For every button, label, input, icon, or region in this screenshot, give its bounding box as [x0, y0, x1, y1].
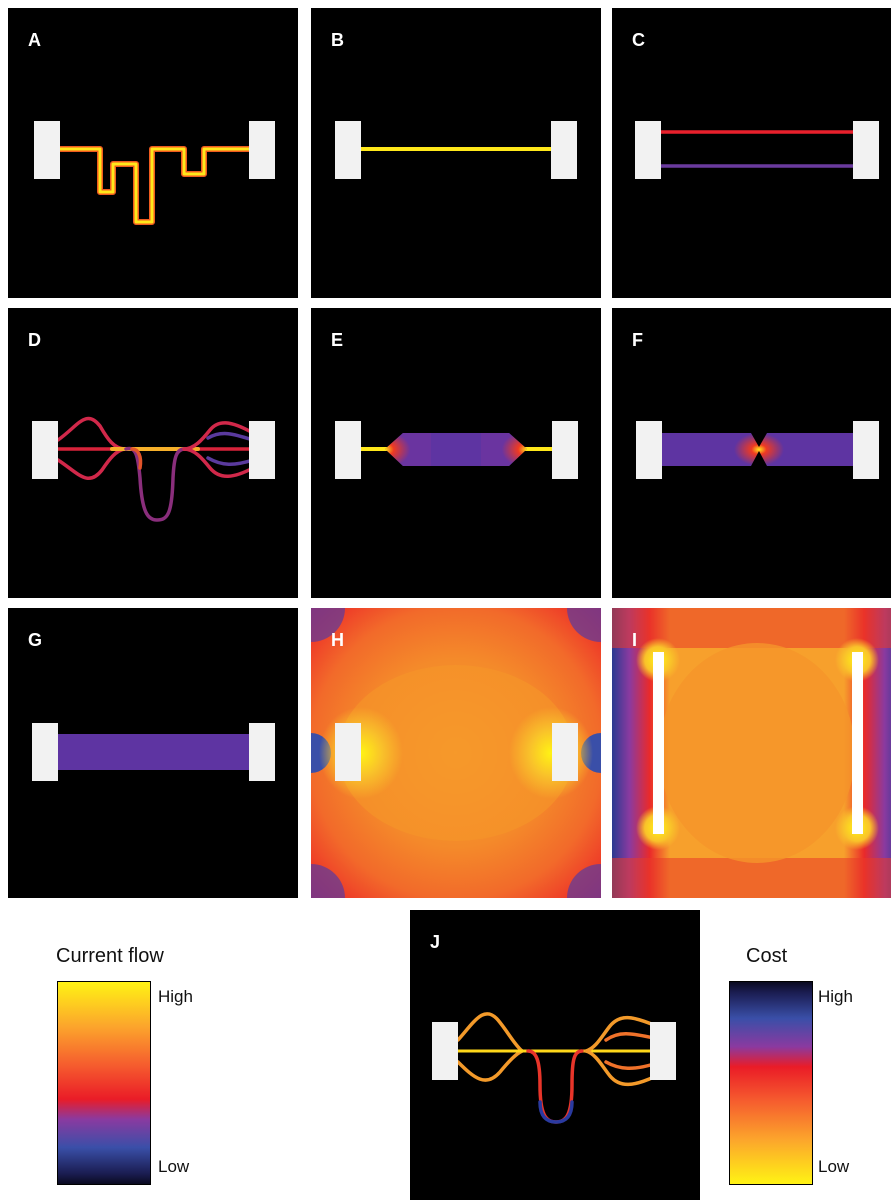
panel-h-corner-tr — [567, 608, 601, 642]
panel-a-graphic — [34, 121, 275, 225]
panel-g-electrode-right — [249, 723, 275, 781]
panel-g-label: G — [28, 630, 43, 650]
panel-j-branch-left-upper — [456, 1012, 524, 1053]
panel-e-hotspot-left — [385, 433, 431, 466]
cost-colorbar — [729, 981, 813, 1185]
panel-b-electrode-right — [551, 121, 577, 179]
panel-a: A — [8, 8, 298, 298]
panel-d-loop-start — [130, 447, 143, 470]
panel-h-core — [338, 665, 574, 841]
panel-d-loop — [124, 446, 188, 522]
current-flow-high-label: High — [158, 987, 193, 1006]
panel-a-label: A — [28, 30, 41, 50]
panel-c-graphic — [635, 121, 879, 179]
panel-i-edge-bottom — [612, 858, 891, 898]
panel-h-graphic — [311, 608, 601, 898]
panel-j-branch-right-1 — [584, 1015, 656, 1053]
panel-j-electrode-right — [650, 1022, 676, 1080]
panel-h-corner-tl — [311, 608, 345, 642]
panel-i: I — [612, 608, 891, 898]
panel-f-graphic — [636, 421, 879, 479]
panel-c-electrode-left — [635, 121, 661, 179]
panel-a-path — [60, 147, 253, 224]
panel-i-electrode-right — [852, 652, 863, 834]
panel-h-electrode-left — [335, 723, 361, 781]
panel-g-graphic — [32, 723, 275, 781]
panel-j-loop-bottom — [538, 1100, 574, 1124]
panel-e-graphic — [335, 421, 578, 479]
panel-d: D — [8, 308, 298, 598]
panel-f-electrode-left — [636, 421, 662, 479]
panel-b-graphic — [335, 121, 577, 179]
panel-h-corner-br — [567, 864, 601, 898]
panel-j-graphic — [432, 1012, 676, 1124]
panel-h-electrode-right — [552, 723, 578, 781]
panel-f-notch-top — [751, 433, 767, 447]
panel-h-hot-right — [509, 707, 593, 799]
panel-e-label: E — [331, 330, 344, 350]
panel-d-branch-left-upper — [56, 416, 126, 451]
panel-e-hotspot-right — [481, 433, 527, 466]
panel-a-electrode-left — [34, 121, 60, 179]
panel-b-label: B — [331, 30, 344, 50]
panel-g-electrode-left — [32, 723, 58, 781]
current-flow-legend-title: Current flow — [56, 945, 164, 967]
cost-high-label: High — [818, 987, 853, 1006]
cost-low-label: Low — [818, 1157, 850, 1176]
panel-j: J — [410, 910, 700, 1200]
cost-legend-title: Cost — [746, 945, 788, 967]
panel-e-electrode-left — [335, 421, 361, 479]
panel-i-core — [659, 643, 855, 863]
panel-i-label: I — [632, 630, 638, 650]
panel-d-branch-right-2 — [206, 431, 255, 442]
panel-d-branch-right-upper — [182, 421, 255, 451]
panel-d-branch-right-3 — [206, 456, 255, 466]
panel-j-label: J — [430, 932, 441, 952]
panel-j-branch-left-lower — [456, 1049, 524, 1082]
panel-j-electrode-left — [432, 1022, 458, 1080]
panel-g-bar — [56, 734, 252, 770]
panel-i-electrode-left — [653, 652, 664, 834]
panel-h: H — [311, 608, 601, 898]
panel-h-label: H — [331, 630, 344, 650]
panel-i-graphic — [612, 608, 891, 898]
panel-a-path-edge — [60, 146, 253, 225]
panel-f: F — [612, 308, 891, 598]
panel-f-electrode-right — [853, 421, 879, 479]
panel-c-label: C — [632, 30, 645, 50]
panel-a-electrode-right — [249, 121, 275, 179]
panel-j-branch-right-4 — [584, 1049, 656, 1087]
panel-d-electrode-right — [249, 421, 275, 479]
panel-d-branch-right-lower — [182, 447, 255, 478]
panel-h-corner-bl — [311, 864, 345, 898]
panel-d-graphic — [32, 416, 275, 522]
panel-e: E — [311, 308, 601, 598]
panel-j-loop — [526, 1049, 584, 1124]
panel-f-label: F — [632, 330, 643, 350]
panel-b: B — [311, 8, 601, 298]
panel-f-notch-bottom — [751, 451, 767, 466]
current-flow-colorbar — [57, 981, 151, 1185]
panel-d-label: D — [28, 330, 41, 350]
panel-d-branch-left-lower — [56, 447, 126, 481]
panel-g: G — [8, 608, 298, 898]
panel-j-branch-right-2 — [604, 1032, 656, 1042]
panel-c: C — [612, 8, 891, 298]
panel-e-electrode-right — [552, 421, 578, 479]
panel-c-electrode-right — [853, 121, 879, 179]
panel-d-electrode-left — [32, 421, 58, 479]
current-flow-low-label: Low — [158, 1157, 190, 1176]
panel-j-branch-right-3 — [604, 1060, 656, 1070]
panel-b-electrode-left — [335, 121, 361, 179]
